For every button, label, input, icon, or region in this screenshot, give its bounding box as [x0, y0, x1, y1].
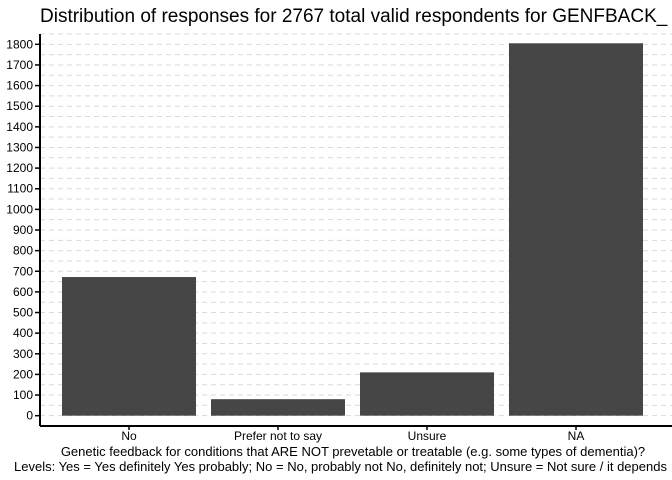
- y-axis-ticks: 0 100 200 300 400 500 600 700 800 900 1000 1100 1200…: [6, 37, 40, 423]
- chart-title: Distribution of responses for 2767 total…: [40, 6, 668, 27]
- x-tick-label: NA: [568, 429, 585, 443]
- y-tick-label: 700: [13, 264, 33, 278]
- y-tick-label: 400: [13, 326, 33, 340]
- y-tick-label: 1600: [6, 79, 33, 93]
- y-tick-label: 1500: [6, 99, 33, 113]
- y-tick-label: 1100: [7, 182, 33, 196]
- x-tick-label: No: [121, 429, 137, 443]
- y-tick-label: 200: [13, 367, 33, 381]
- x-axis-label: Genetic feedback for conditions that ARE…: [61, 444, 645, 459]
- y-tick-label: 900: [13, 223, 33, 237]
- y-tick-label: 1300: [6, 140, 33, 154]
- y-tick-label: 600: [13, 285, 33, 299]
- y-tick-label: 100: [13, 388, 33, 402]
- x-axis-ticks: No Prefer not to say Unsure NA: [121, 426, 584, 443]
- x-axis-sublabel: Levels: Yes = Yes definitely Yes probabl…: [14, 459, 667, 474]
- y-tick-label: 500: [13, 306, 33, 320]
- bars: [62, 43, 643, 416]
- y-tick-label: 1000: [6, 202, 33, 216]
- y-tick-label: 0: [26, 409, 33, 423]
- y-tick-label: 1800: [6, 37, 33, 51]
- y-tick-label: 300: [13, 347, 33, 361]
- x-tick-label: Prefer not to say: [234, 429, 322, 443]
- y-tick-label: 1700: [6, 58, 33, 72]
- bar: [62, 277, 196, 416]
- bar: [509, 43, 643, 416]
- y-tick-label: 800: [13, 244, 33, 258]
- bar: [360, 372, 494, 416]
- bar: [211, 399, 345, 416]
- y-tick-label: 1200: [6, 161, 33, 175]
- y-tick-label: 1400: [6, 120, 33, 134]
- x-tick-label: Unsure: [408, 429, 447, 443]
